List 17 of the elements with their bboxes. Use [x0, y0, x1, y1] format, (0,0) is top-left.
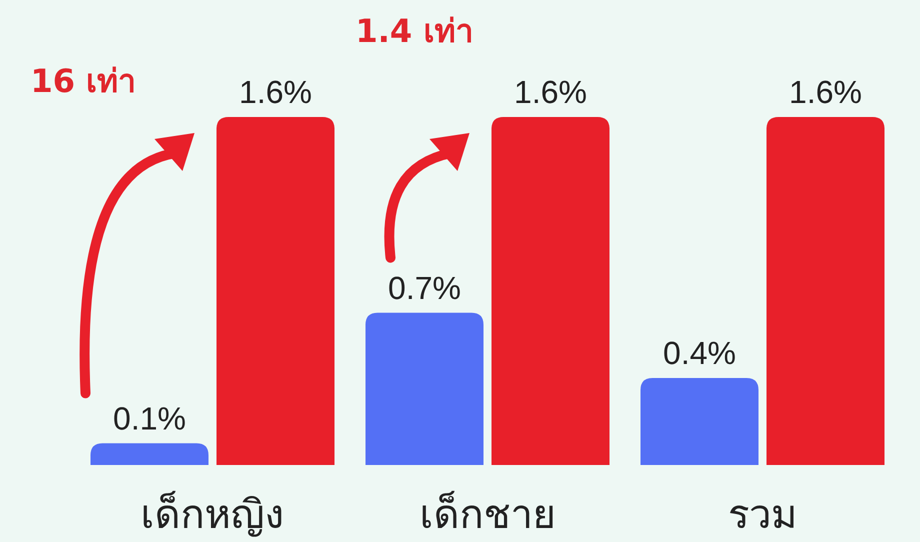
text: 16 เท่า — [30, 62, 136, 100]
bar — [90, 443, 208, 465]
data-label: 1.6% — [239, 74, 312, 110]
data-label: 0.4% — [663, 335, 736, 371]
bar — [216, 117, 334, 465]
data-label: 1.6% — [514, 74, 587, 110]
bar — [640, 378, 758, 465]
x-tick-label: เด็กชาย — [420, 490, 556, 538]
text: 1.4 เท่า — [356, 12, 474, 50]
bar — [366, 312, 484, 465]
data-label: 0.1% — [113, 400, 186, 436]
x-tick-label: เด็กหญิง — [140, 490, 284, 538]
x-tick-label: รวม — [728, 492, 797, 538]
bar — [766, 117, 884, 465]
data-label: 1.6% — [789, 74, 862, 110]
data-label: 0.7% — [388, 270, 461, 306]
bar — [492, 117, 610, 465]
